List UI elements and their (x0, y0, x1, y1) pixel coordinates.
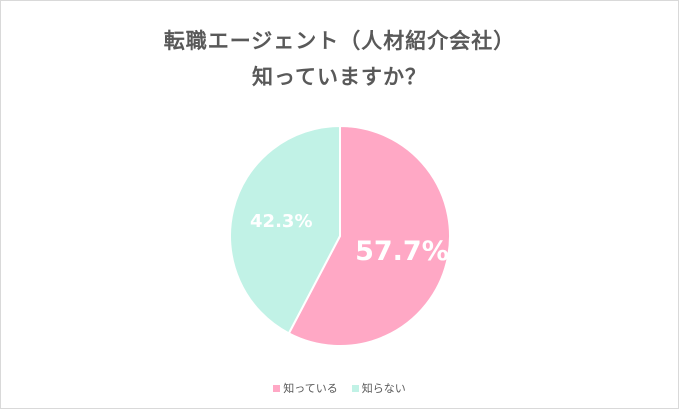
legend-item-unknown: 知らない (351, 380, 406, 396)
legend-swatch-known (273, 384, 281, 392)
legend-label-known: 知っている (283, 382, 338, 395)
pie-slice-unknown (229, 124, 341, 335)
pie-labels: 57.7% 42.3% (250, 211, 449, 267)
legend: 知っている 知らない (1, 380, 678, 396)
chart-title-line-1: 転職エージェント（人材紹介会社） (163, 29, 516, 53)
legend-label-unknown: 知らない (361, 382, 406, 395)
pie-label-known: 57.7% (355, 236, 449, 267)
chart-title-line-2: 知っていますか？ (252, 65, 427, 89)
pie-slice-known (287, 124, 451, 347)
legend-swatch-unknown (351, 384, 359, 392)
pie-slices (229, 124, 451, 347)
pie-label-unknown: 42.3% (250, 211, 312, 232)
legend-item-known: 知っている (273, 380, 338, 396)
chart-title: 転職エージェント（人材紹介会社） 知っていますか？ (1, 23, 678, 95)
